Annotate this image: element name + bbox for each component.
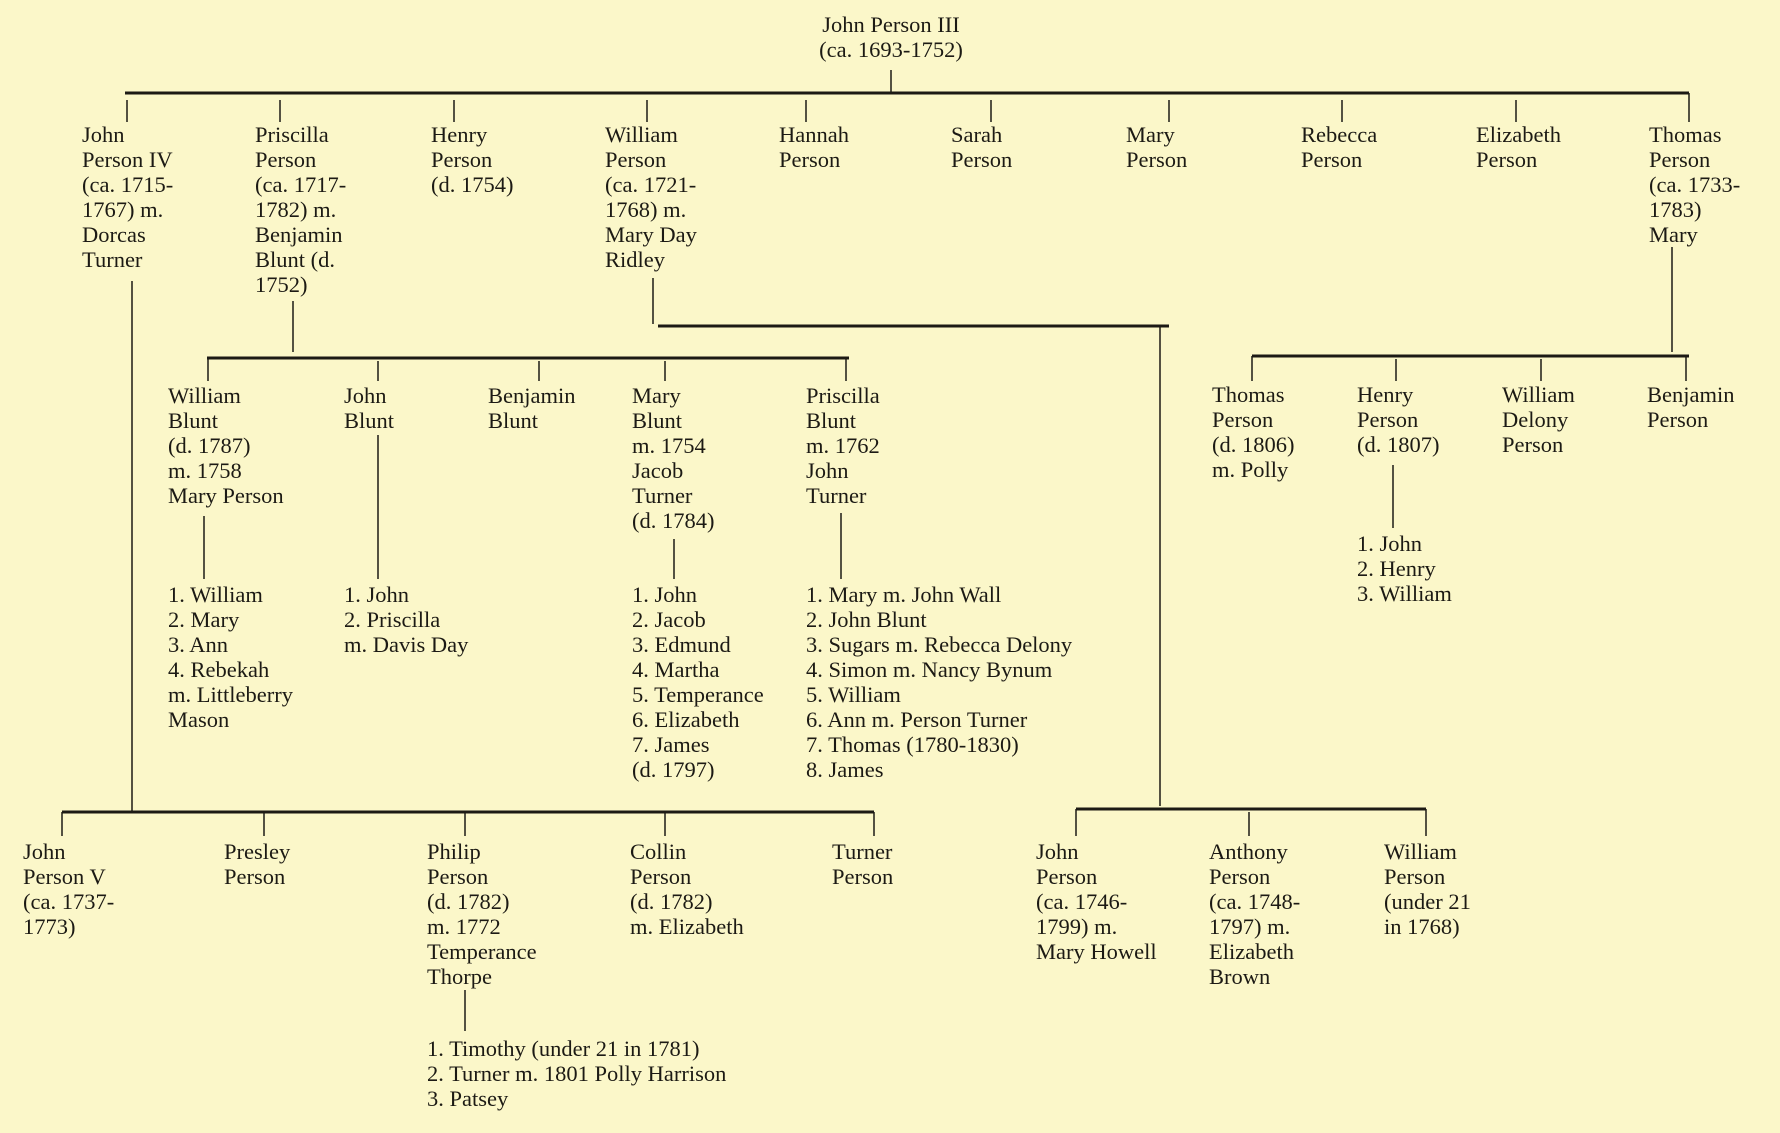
child-rebecca-person: Rebecca Person [1301,122,1378,172]
priscilla-blunt-children: 1. Mary m. John Wall 2. John Blunt 3. Su… [806,582,1073,782]
thomas-child-benjamin: Benjamin Person [1647,382,1735,432]
blunt-child-john: John Blunt [344,383,395,433]
william-child-john: John Person (ca. 1746- 1799) m. Mary How… [1036,839,1157,964]
child-elizabeth-person: Elizabeth Person [1476,122,1561,172]
child-william-person: William Person (ca. 1721- 1768) m. Mary … [605,122,697,272]
william-child-william: William Person (under 21 in 1768) [1384,839,1471,939]
child-sarah-person: Sarah Person [951,122,1013,172]
john-iv-child-presley: Presley Person [224,839,291,889]
philip-children: 1. Timothy (under 21 in 1781) 2. Turner … [427,1036,727,1111]
blunt-child-william: William Blunt (d. 1787) m. 1758 Mary Per… [168,383,284,508]
john-iv-child-john-v: John Person V (ca. 1737- 1773) [23,839,115,939]
john-iv-child-philip: Philip Person (d. 1782) m. 1772 Temperan… [427,839,537,989]
root-person: John Person III (ca. 1693-1752) [819,12,963,62]
william-child-anthony: Anthony Person (ca. 1748- 1797) m. Eliza… [1209,839,1301,989]
child-henry-person: Henry Person (d. 1754) [431,122,514,197]
child-mary-person: Mary Person [1126,122,1188,172]
thomas-child-henry: Henry Person (d. 1807) [1357,382,1440,457]
child-hannah-person: Hannah Person [779,122,849,172]
child-priscilla-person: Priscilla Person (ca. 1717- 1782) m. Ben… [255,122,347,297]
mary-blunt-children: 1. John 2. Jacob 3. Edmund 4. Martha 5. … [632,582,764,782]
henry-children: 1. John 2. Henry 3. William [1357,531,1452,606]
blunt-child-benjamin: Benjamin Blunt [488,383,576,433]
blunt-child-priscilla: Priscilla Blunt m. 1762 John Turner [806,383,880,508]
john-iv-child-collin: Collin Person (d. 1782) m. Elizabeth [630,839,744,939]
william-blunt-children: 1. William 2. Mary 3. Ann 4. Rebekah m. … [168,582,293,732]
child-thomas-person: Thomas Person (ca. 1733- 1783) Mary [1649,122,1741,247]
john-blunt-children: 1. John 2. Priscilla m. Davis Day [344,582,469,657]
thomas-child-thomas: Thomas Person (d. 1806) m. Polly [1212,382,1295,482]
child-john-person-iv: John Person IV (ca. 1715- 1767) m. Dorca… [82,122,174,272]
thomas-child-william-delony: William Delony Person [1502,382,1575,457]
blunt-child-mary: Mary Blunt m. 1754 Jacob Turner (d. 1784… [632,383,715,533]
john-iv-child-turner: Turner Person [832,839,894,889]
